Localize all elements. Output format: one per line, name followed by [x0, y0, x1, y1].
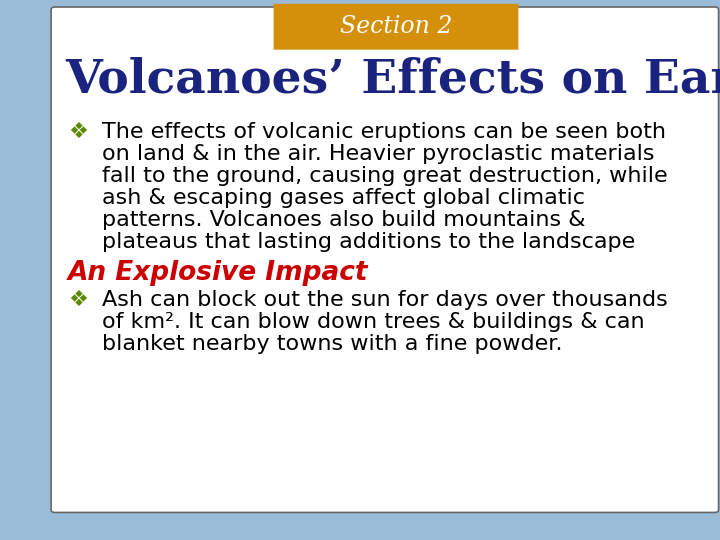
Text: of km². It can blow down trees & buildings & can: of km². It can blow down trees & buildin… [102, 312, 644, 332]
Text: ash & escaping gases affect global climatic: ash & escaping gases affect global clima… [102, 188, 585, 208]
FancyBboxPatch shape [274, 4, 518, 50]
FancyBboxPatch shape [51, 7, 719, 512]
Text: fall to the ground, causing great destruction, while: fall to the ground, causing great destru… [102, 166, 667, 186]
Text: The effects of volcanic eruptions can be seen both: The effects of volcanic eruptions can be… [102, 122, 665, 141]
Text: on land & in the air. Heavier pyroclastic materials: on land & in the air. Heavier pyroclasti… [102, 144, 654, 164]
Text: An Explosive Impact: An Explosive Impact [68, 260, 368, 286]
Text: plateaus that lasting additions to the landscape: plateaus that lasting additions to the l… [102, 232, 635, 252]
Text: blanket nearby towns with a fine powder.: blanket nearby towns with a fine powder. [102, 334, 562, 354]
Text: ❖: ❖ [68, 290, 88, 310]
Text: Section 2: Section 2 [340, 15, 452, 38]
Text: Ash can block out the sun for days over thousands: Ash can block out the sun for days over … [102, 290, 667, 310]
Text: ❖: ❖ [68, 122, 88, 141]
Text: patterns. Volcanoes also build mountains &: patterns. Volcanoes also build mountains… [102, 210, 585, 230]
Text: Volcanoes’ Effects on Earth: Volcanoes’ Effects on Earth [66, 57, 720, 103]
